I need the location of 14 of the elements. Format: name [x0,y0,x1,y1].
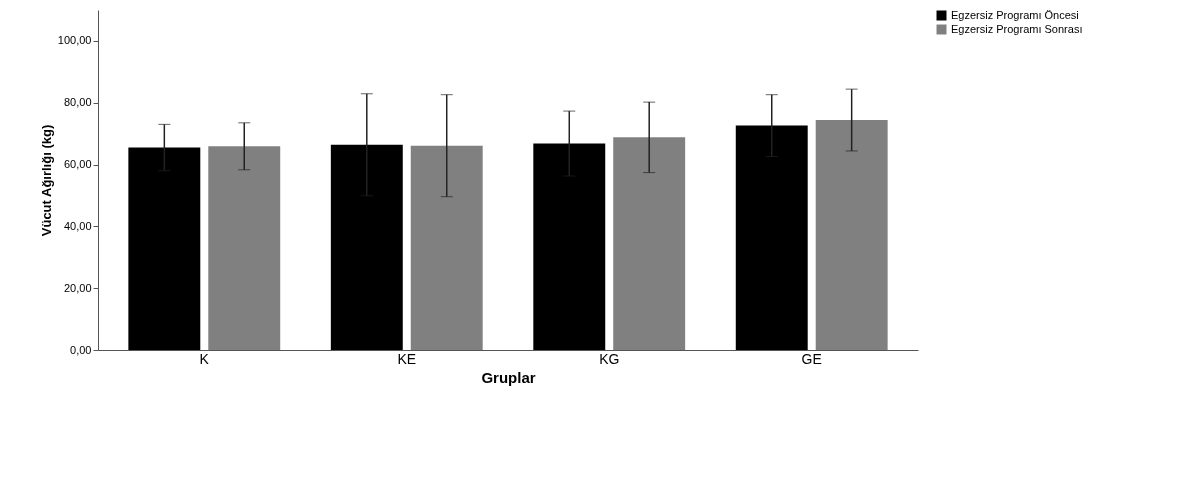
y-tick-label: 0,00 [70,343,92,356]
x-tick-label: GE [801,350,822,367]
y-tick-label: 40,00 [63,219,92,232]
x-axis-title: Gruplar [481,368,536,386]
legend-label: Egzersiz Programı Sonrası [951,22,1083,35]
y-tick-label: 20,00 [63,281,92,294]
x-tick-label: KG [599,350,620,367]
x-tick-label: K [199,350,210,367]
x-tick-label: KE [397,350,417,367]
legend-label: Egzersiz Programı Öncesi [951,8,1079,21]
y-axis-title: Vücut Ağırlığı (kg) [38,124,54,237]
y-tick-label: 80,00 [63,96,92,109]
y-tick-label: 100,00 [57,34,92,47]
y-tick-label: 60,00 [63,158,92,171]
